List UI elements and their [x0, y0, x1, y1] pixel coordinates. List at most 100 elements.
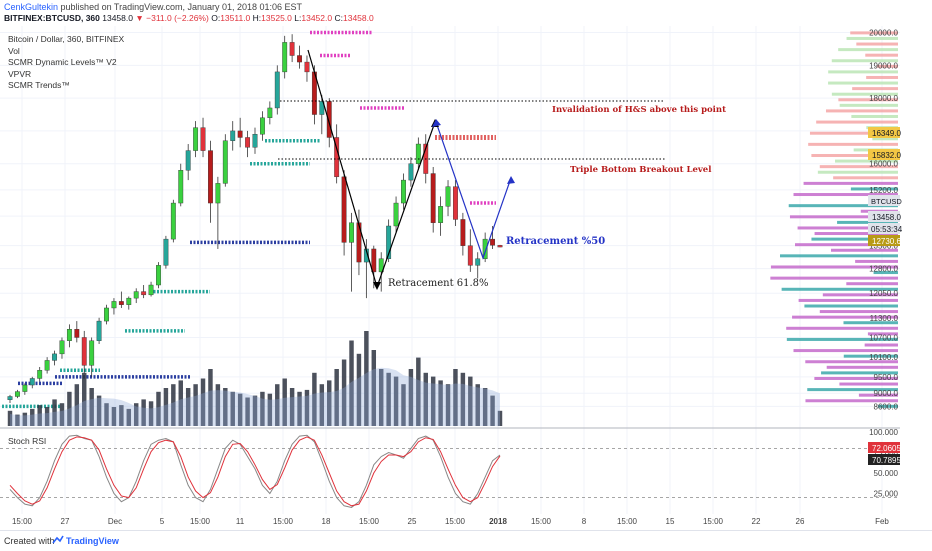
volume-profile-bar [864, 343, 898, 347]
time-tick-label: Feb [875, 517, 889, 526]
stoch-rsi-lines [9, 434, 501, 508]
time-tick-label: 26 [796, 517, 805, 526]
volume-bar [386, 372, 391, 426]
candle-body [170, 202, 176, 240]
drawings: Invalidation of H&S above this point Tri… [278, 49, 726, 290]
candle-body [126, 297, 132, 305]
volume-bar [148, 401, 154, 426]
legend-item[interactable]: SCMR Dynamic Levels™ V2 [8, 57, 117, 67]
time-tick-label: Dec [108, 517, 122, 526]
volume-profile-bar [805, 360, 898, 364]
time-tick-label: 15:00 [531, 517, 552, 526]
volume-bar [260, 391, 265, 426]
volume-profile-bar [804, 304, 898, 308]
time-tick-label: 15:00 [445, 517, 466, 526]
candle-body [430, 173, 436, 223]
time-tick-label: 8 [582, 517, 587, 526]
candle-body [133, 291, 139, 299]
volume-bar [319, 384, 325, 426]
volume-profile-bar [770, 276, 898, 280]
price-tick-label: 9000.0 [874, 389, 899, 398]
volume-bar [282, 378, 287, 426]
volume-profile-bar [835, 159, 898, 163]
volume-bar [171, 384, 176, 426]
volume-bar [89, 388, 94, 426]
volume-profile-bar [830, 248, 898, 252]
candle-body [222, 140, 228, 184]
volume-bar [416, 357, 421, 426]
time-axis[interactable]: 15:00 27 Dec 5 15:00 11 15:00 18 15:00 25 15:00 201… [12, 517, 889, 526]
candle-body [193, 127, 199, 151]
stoch-k-badge [868, 442, 900, 453]
tradingview-brand[interactable]: TradingView [66, 536, 119, 546]
candle-body [104, 307, 109, 322]
stoch-tick-label: 50.000 [874, 469, 899, 478]
price-tick-label: 13500.0 [869, 242, 898, 251]
volume-profile-bar [838, 48, 898, 52]
volume-profile-bar [839, 382, 898, 386]
time-tick-label: 5 [160, 517, 165, 526]
price-tick-label: 10700.0 [869, 333, 898, 342]
chart-canvas[interactable]: Invalidation of H&S above this point Tri… [0, 26, 932, 530]
volume-profile-bar [846, 282, 898, 286]
volume-profile-bar [831, 59, 898, 63]
volume-ma-area [10, 367, 500, 426]
candle-body [356, 222, 362, 263]
legend-item[interactable]: SCMR Trends™ [8, 80, 70, 90]
candle-body [252, 133, 258, 148]
candle-body [52, 353, 57, 361]
candle-body [96, 320, 102, 341]
level-badge-2 [868, 149, 900, 160]
candle-body [66, 329, 72, 341]
volume-bar [67, 391, 72, 426]
volume-bar [490, 395, 495, 426]
volume-profile-bar [850, 31, 898, 35]
volume-profile-bar [795, 243, 898, 247]
candle-body [460, 219, 466, 246]
price-badges: 16349.0 15832.0 BTCUSD 13458.0 05:53:34 … [868, 127, 903, 465]
volume-bar [156, 391, 161, 426]
volume-bar [59, 403, 65, 426]
volume-bar [193, 384, 198, 426]
volume-bar [334, 369, 339, 426]
legend-item[interactable]: VPVR [8, 68, 32, 79]
legend-item[interactable]: Vol [8, 45, 20, 56]
volume-profile-bar [858, 393, 898, 397]
volume-profile-bar [837, 220, 898, 224]
price-tick-label: 15200.0 [869, 186, 898, 195]
volume-profile-bar [797, 226, 898, 230]
volume-profile-bar [843, 321, 898, 325]
arrow-head-icon [373, 282, 381, 290]
stoch-d-badge-text: 70.7895 [872, 456, 901, 465]
volume-profile-bar [811, 154, 898, 158]
candle-body [371, 248, 377, 273]
candle-body [349, 222, 354, 243]
stoch-d-badge [868, 454, 900, 465]
volume-bar [178, 380, 183, 426]
last-price-badge [868, 211, 900, 222]
candle-body [386, 225, 392, 259]
volume-bar [96, 395, 102, 426]
volume-bar [141, 399, 146, 426]
volume-bar [200, 378, 206, 426]
volume-profile-bar [793, 193, 898, 197]
author-link[interactable]: CenkGultekin [4, 2, 59, 12]
candle-body [74, 329, 80, 338]
retracement-50-lines[interactable] [435, 121, 512, 260]
triple-bottom-label: Triple Bottom Breakout Level [570, 165, 712, 175]
candle-body [475, 258, 481, 266]
time-tick-label: 15 [666, 517, 675, 526]
volume-bar [237, 393, 243, 426]
candle-body [59, 340, 65, 355]
price-tick-label: 9500.0 [874, 373, 899, 382]
volume-bar [215, 384, 221, 426]
volume-profile-bar [839, 103, 898, 107]
volume-profile-bar [828, 70, 898, 74]
volume-bar [82, 372, 87, 426]
volume-profile-bar [819, 165, 898, 169]
volume-profile-bar [876, 64, 898, 68]
time-tick-label: 18 [322, 517, 331, 526]
candle-body [185, 150, 191, 171]
volume-profile-bar [814, 376, 898, 380]
candle-body [156, 265, 161, 286]
